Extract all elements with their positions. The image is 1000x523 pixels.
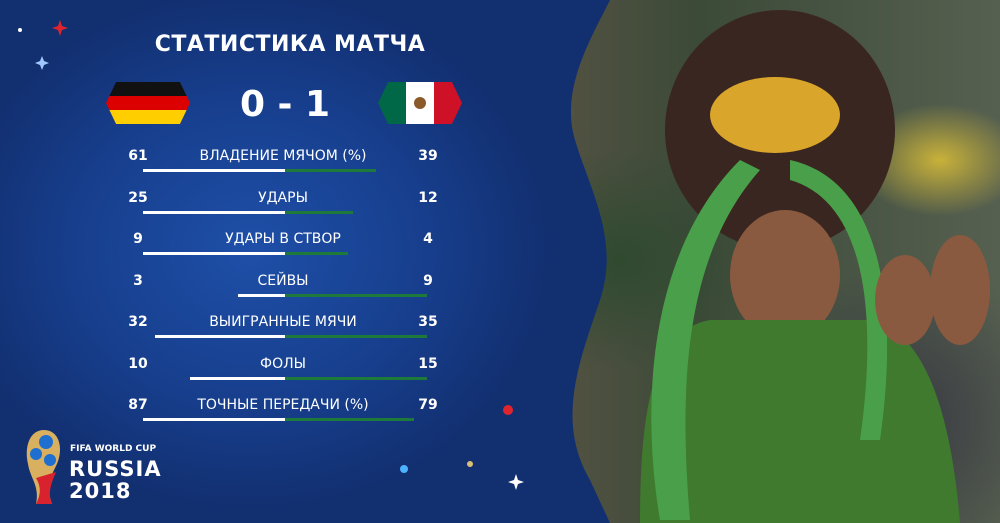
stat-row: 32 ВЫИГРАННЫЕ МЯЧИ 35	[0, 313, 600, 355]
stat-label: УДАРЫ В СТВОР	[225, 231, 341, 247]
home-value: 10	[128, 355, 148, 372]
star-icon	[508, 474, 524, 490]
stat-row: 25 УДАРЫ 12	[0, 189, 600, 231]
away-bar	[285, 169, 376, 172]
home-bar	[143, 169, 285, 172]
stat-label: УДАРЫ	[258, 189, 308, 206]
logo-line1: FIFA WORLD CUP	[70, 444, 157, 454]
stat-label: ВЫИГРАННЫЕ МЯЧИ	[209, 314, 357, 330]
home-value: 9	[133, 231, 143, 247]
decorations	[18, 20, 524, 490]
away-bar	[285, 376, 427, 380]
home-bar	[143, 210, 285, 214]
stat-label: ФОЛЫ	[260, 355, 306, 372]
away-value: 39	[418, 148, 438, 164]
mexico-flag	[378, 82, 462, 124]
home-bar	[155, 335, 285, 338]
away-value: 4	[423, 231, 433, 247]
home-bar	[143, 418, 285, 421]
away-value: 79	[418, 397, 438, 413]
away-bar	[285, 418, 414, 421]
stat-label: ТОЧНЫЕ ПЕРЕДАЧИ (%)	[197, 397, 369, 413]
away-bar	[285, 335, 427, 338]
home-value: 32	[128, 314, 148, 330]
home-bar	[190, 376, 285, 380]
away-bar	[285, 252, 349, 255]
stat-row: 10 ФОЛЫ 15	[0, 355, 600, 397]
home-value: 87	[128, 397, 148, 413]
away-bar	[285, 210, 354, 214]
stat-row: 61 ВЛАДЕНИЕ МЯЧОМ (%) 39	[0, 147, 600, 189]
stat-row: 9 УДАРЫ В СТВОР 4	[0, 230, 600, 272]
logo-line2: RUSSIA 2018	[69, 458, 162, 502]
logo-russia: RUSSIA	[69, 457, 162, 481]
stat-label: ВЛАДЕНИЕ МЯЧОМ (%)	[199, 148, 367, 164]
home-value: 25	[128, 189, 148, 206]
stats-panel	[0, 0, 620, 523]
germany-flag	[106, 82, 190, 124]
match-score: 0 - 1	[239, 84, 331, 125]
world-cup-trophy-logo	[26, 430, 60, 504]
away-value: 35	[418, 314, 438, 330]
page-title: СТАТИСТИКА МАТЧА	[154, 32, 426, 57]
star-icon	[52, 20, 68, 36]
stat-label: СЕЙВЫ	[257, 272, 309, 289]
home-value: 3	[133, 272, 143, 289]
stat-row: 87 ТОЧНЫЕ ПЕРЕДАЧИ (%) 79	[0, 396, 600, 438]
home-bar	[143, 252, 285, 255]
stat-row: 3 СЕЙВЫ 9	[0, 272, 600, 314]
star-icon	[35, 56, 49, 70]
away-value: 9	[423, 272, 433, 289]
home-bar	[237, 293, 285, 297]
home-value: 61	[128, 148, 148, 164]
away-value: 15	[418, 355, 438, 372]
logo-year: 2018	[69, 479, 132, 503]
away-bar	[285, 293, 427, 297]
away-value: 12	[418, 189, 438, 206]
